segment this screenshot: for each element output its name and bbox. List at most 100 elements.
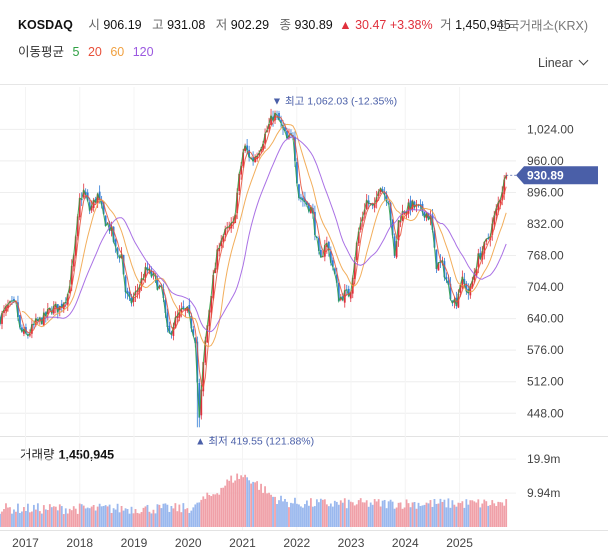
axis-labels: 1,024.00 960.00 896.00 832.00 768.00 704.00 64…: [12, 96, 598, 550]
candle-body: [493, 215, 496, 225]
candle-body: [361, 216, 364, 221]
candle-body: [72, 255, 75, 267]
candle-body: [76, 216, 79, 237]
ma-60-toggle[interactable]: 60: [110, 45, 125, 59]
volume-bar: [11, 513, 13, 527]
volume-bar: [505, 499, 508, 527]
volume-bar: [116, 503, 119, 527]
candle-body: [391, 219, 394, 236]
candle-body: [248, 149, 251, 158]
candle-body: [28, 333, 31, 336]
volume-bar: [423, 504, 426, 527]
volume-bar: [144, 506, 147, 527]
volume-bar: [335, 501, 338, 527]
volume-bar: [467, 504, 470, 527]
high-value: 931.08: [167, 18, 206, 32]
candle-body: [377, 191, 380, 196]
volume-bar: [162, 503, 165, 527]
volume-bar: [25, 510, 27, 527]
volume-bar: [262, 492, 264, 527]
volume-bar: [449, 507, 452, 527]
volume-bar: [78, 503, 81, 527]
candle-body: [84, 191, 87, 195]
ma-120-toggle[interactable]: 120: [132, 45, 154, 59]
year-tick-label: 2024: [392, 536, 419, 550]
candle-body: [447, 280, 450, 285]
volume-bar: [495, 505, 498, 527]
volume-bar: [242, 477, 245, 527]
candle-body: [210, 296, 213, 313]
candle-body: [13, 299, 15, 301]
candle-body: [503, 179, 506, 195]
volume-chart-value: 1,450,945: [58, 448, 115, 462]
volume-bar: [308, 505, 310, 527]
volume-bar: [461, 501, 464, 527]
volume-bar: [156, 504, 159, 527]
volume-bar: [329, 503, 332, 527]
candle-body: [74, 236, 77, 256]
candle-body: [300, 197, 302, 199]
volume-bar: [176, 511, 179, 527]
volume-bar: [158, 504, 161, 527]
candle-body: [21, 327, 23, 332]
volume-bar: [90, 506, 93, 527]
volume-bar: [475, 502, 478, 527]
volume-bar: [168, 511, 171, 527]
volume-bar: [68, 508, 71, 527]
year-tick-label: 2025: [446, 536, 473, 550]
candle-body: [136, 290, 139, 292]
volume-bar: [323, 499, 326, 527]
volume-bar: [403, 507, 406, 527]
price-tick-label: 1,024.00: [527, 122, 574, 136]
volume-bar: [124, 508, 127, 527]
ma-5-toggle[interactable]: 5: [72, 45, 80, 59]
candle-body: [100, 201, 103, 205]
candle-body: [228, 226, 231, 229]
volume-bar: [84, 508, 87, 527]
volume-bar: [258, 489, 260, 527]
volume-bar: [369, 502, 372, 527]
candle-body: [471, 280, 474, 288]
volume-bar: [477, 499, 480, 527]
candle-body: [479, 252, 482, 260]
volume-bar: [76, 513, 79, 527]
volume-bar: [371, 504, 374, 527]
scale-selector[interactable]: Linear: [538, 55, 589, 70]
candle-body: [280, 119, 282, 123]
candle-body: [7, 304, 9, 309]
volume-bar: [27, 503, 29, 527]
ma-60-line: [21, 123, 507, 347]
volume-bar: [471, 500, 474, 527]
volume-bar: [443, 499, 446, 527]
year-tick-label: 2020: [175, 536, 202, 550]
volume-bar: [415, 508, 418, 527]
volume-bar: [192, 507, 195, 527]
volume-bar: [96, 506, 99, 527]
volume-bar: [375, 501, 378, 527]
candle-body: [252, 157, 255, 162]
candle-body: [397, 220, 400, 241]
candle-body: [208, 310, 211, 327]
volume-bar: [439, 498, 442, 527]
volume-bar: [393, 508, 396, 527]
ma-20-toggle[interactable]: 20: [87, 45, 102, 59]
volume-bar: [82, 505, 85, 527]
candle-body: [1, 313, 3, 324]
volume-bar: [282, 501, 284, 527]
volume-bar: [325, 504, 328, 527]
volume-bar: [499, 502, 502, 527]
volume-bar: [387, 501, 390, 527]
volume-bar: [363, 502, 366, 527]
volume-bar: [481, 503, 484, 527]
candle-body: [66, 294, 69, 305]
volume-bar: [64, 508, 67, 527]
volume-bar: [309, 498, 312, 527]
volume-bar: [50, 507, 53, 527]
moving-average-label: 이동평균: [18, 45, 65, 59]
volume-bar: [479, 507, 482, 527]
volume-bar: [355, 504, 358, 527]
volume-bar: [337, 504, 340, 527]
candle-body: [102, 202, 105, 214]
candle-body: [284, 127, 286, 132]
